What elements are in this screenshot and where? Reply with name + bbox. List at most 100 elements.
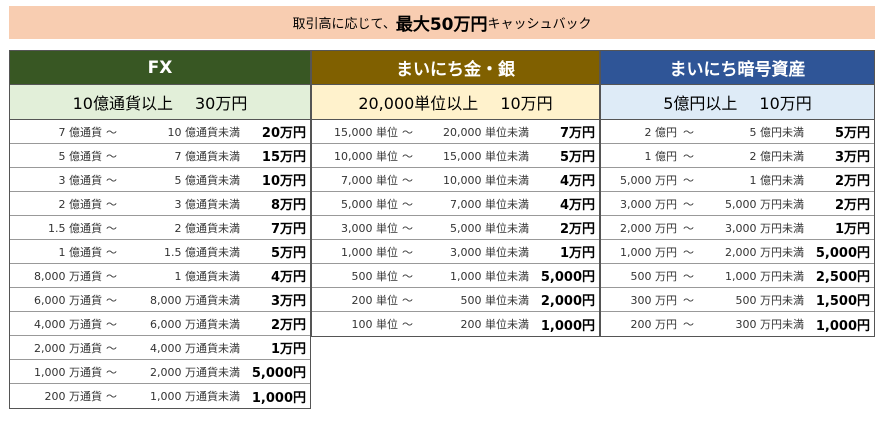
tier-from: 500 万円 (630, 269, 678, 283)
tier-from: 2 億通貨 (58, 197, 103, 211)
tier-range-tilde: ～ (683, 245, 694, 259)
tier-to: 10 億通貨未満 (167, 125, 241, 139)
tier-from: 200 万円 (630, 318, 678, 331)
column-header: まいにち金・銀 (312, 51, 599, 85)
tier-row: 2 億円 ～ 5 億円未満 5万円 (601, 120, 874, 144)
tier-row: 5,000 万円 ～ 1 億円未満 2万円 (601, 168, 874, 192)
tier-range-tilde: ～ (683, 269, 694, 283)
tier-range-tilde: ～ (106, 341, 117, 355)
top-tier-condition: 10億通貨以上 (72, 94, 173, 113)
tier-row: 2,000 万円 ～ 3,000 万円未満 1万円 (601, 216, 874, 240)
tier-to: 2,000 万通貨未満 (150, 365, 240, 379)
tier-amount: 5,000円 (815, 246, 870, 261)
tier-amount: 4万円 (559, 174, 595, 189)
tier-to: 1,000 万通貨未満 (150, 390, 240, 403)
tier-from: 5,000 単位 (341, 197, 398, 211)
tier-row: 5,000 単位 ～ 7,000 単位未満 4万円 (312, 192, 599, 216)
tier-row: 8,000 万通貨 ～ 1 億通貨未満 4万円 (10, 264, 310, 288)
tier-amount: 2万円 (834, 198, 870, 213)
tier-range-tilde: ～ (402, 221, 413, 235)
tier-row: 1 億円 ～ 2 億円未満 3万円 (601, 144, 874, 168)
tier-to: 2 億円未満 (749, 149, 805, 163)
tier-range-tilde: ～ (402, 149, 413, 163)
tier-range-tilde: ～ (683, 149, 694, 163)
tier-range-tilde: ～ (402, 318, 413, 331)
tier-amount: 1,000円 (540, 318, 595, 334)
tier-to: 3,000 万円未満 (725, 221, 804, 235)
tier-range-tilde: ～ (106, 197, 117, 211)
tier-range-tilde: ～ (683, 221, 694, 235)
tier-from: 500 単位 (351, 269, 399, 283)
tier-row: 2 億通貨～ 3 億通貨未満 8万円 (10, 192, 310, 216)
tier-range-tilde: ～ (683, 293, 694, 307)
tier-row: 200 万通貨～ 1,000 万通貨未満 1,000円 (10, 384, 310, 408)
tier-from: 3 億通貨 (58, 173, 103, 187)
tier-to: 1 億通貨未満 (174, 269, 241, 283)
tier-to: 10,000 単位未満 (443, 173, 529, 187)
tier-amount: 1万円 (270, 342, 306, 357)
tier-range-tilde: ～ (683, 197, 694, 211)
tier-from: 3,000 単位 (341, 221, 398, 235)
tier-range-tilde: ～ (683, 125, 694, 139)
tier-row: 1,000 万通貨 ～ 2,000 万通貨未満 5,000円 (10, 360, 310, 384)
tier-to: 500 万円未満 (735, 293, 805, 307)
tier-row: 300 万円 ～ 500 万円未満 1,500円 (601, 288, 874, 312)
tier-amount: 2,500円 (815, 270, 870, 285)
tier-range-tilde: ～ (402, 293, 413, 307)
tier-from: 10,000 単位 (334, 149, 398, 163)
tier-amount: 2万円 (270, 318, 306, 333)
tier-to: 200 単位未満 (460, 318, 530, 331)
tier-from: 2,000 万通貨 (34, 341, 102, 355)
tier-row: 100 単位～ 200 単位未満 1,000円 (312, 312, 599, 336)
tier-row: 4,000 万通貨 ～ 6,000 万通貨未満 2万円 (10, 312, 310, 336)
top-tier-reward: 10万円 (759, 94, 812, 113)
tier-amount: 8万円 (270, 198, 306, 213)
cashback-banner: 取引高に応じて、 最大50万円 キャッシュバック (9, 6, 875, 39)
tier-from: 1,000 万通貨 (34, 365, 102, 379)
tier-rows: 15,000 単位～ 20,000 単位未満 7万円 10,000 単位 ～ 15,000… (312, 120, 599, 336)
tier-to: 300 万円未満 (735, 318, 805, 331)
tier-range-tilde: ～ (106, 365, 117, 379)
tier-from: 1,000 万円 (620, 245, 677, 259)
tier-row: 200 万円 ～ 300 万円未満 1,000円 (601, 312, 874, 336)
tier-row: 2,000 万通貨 ～ 4,000 万通貨未満 1万円 (10, 336, 310, 360)
tier-to: 1.5 億通貨未満 (164, 245, 240, 259)
tier-row: 3,000 単位 ～ 5,000 単位未満 2万円 (312, 216, 599, 240)
tier-amount: 1,000円 (251, 390, 306, 406)
tier-amount: 2万円 (834, 174, 870, 189)
tier-amount: 20万円 (261, 126, 306, 141)
tier-row: 3,000 万円 ～ 5,000 万円未満 2万円 (601, 192, 874, 216)
tier-range-tilde: ～ (402, 173, 413, 187)
top-tier-reward: 10万円 (500, 94, 553, 113)
top-tier-condition: 20,000単位以上 (358, 94, 479, 113)
tier-range-tilde: ～ (106, 317, 117, 331)
tier-row: 15,000 単位 ～ 20,000 単位未満 7万円 (312, 120, 599, 144)
tier-amount: 5,000円 (540, 270, 595, 285)
tier-to: 8,000 万通貨未満 (150, 293, 240, 307)
tier-to: 3,000 単位未満 (450, 245, 529, 259)
tier-to: 20,000 単位未満 (443, 125, 529, 139)
tier-to: 5,000 万円未満 (725, 197, 804, 211)
tier-to: 5 億通貨未満 (174, 173, 241, 187)
fx-column: FX 10億通貨以上 30万円 7 億通貨～ 10 億通貨未満 20万円 5 億通貨～… (9, 50, 311, 409)
tier-range-tilde: ～ (402, 197, 413, 211)
top-tier: 10億通貨以上 30万円 (10, 85, 310, 120)
tier-row: 1,000 万円 ～ 2,000 万円未満 5,000円 (601, 240, 874, 264)
tier-to: 15,000 単位未満 (443, 149, 529, 163)
tier-amount: 7万円 (270, 222, 306, 237)
banner-emphasis: 最大50万円 (395, 15, 488, 35)
tier-row: 10,000 単位 ～ 15,000 単位未満 5万円 (312, 144, 599, 168)
tier-range-tilde: ～ (402, 245, 413, 259)
tier-amount: 1万円 (834, 222, 870, 237)
tier-range-tilde: ～ (106, 125, 117, 139)
column-header: FX (10, 51, 310, 85)
tier-amount: 5万円 (834, 126, 870, 141)
tier-row: 500 万円 ～ 1,000 万円未満 2,500円 (601, 264, 874, 288)
tier-range-tilde: ～ (106, 221, 117, 235)
tier-from: 1.5 億通貨 (48, 221, 102, 235)
tier-to: 5 億円未満 (749, 125, 805, 139)
tier-to: 1,000 万円未満 (725, 269, 804, 283)
tier-row: 500 単位～ 1,000 単位未満 5,000円 (312, 264, 599, 288)
tier-to: 1 億円未満 (749, 173, 805, 187)
tier-from: 15,000 単位 (334, 125, 398, 139)
